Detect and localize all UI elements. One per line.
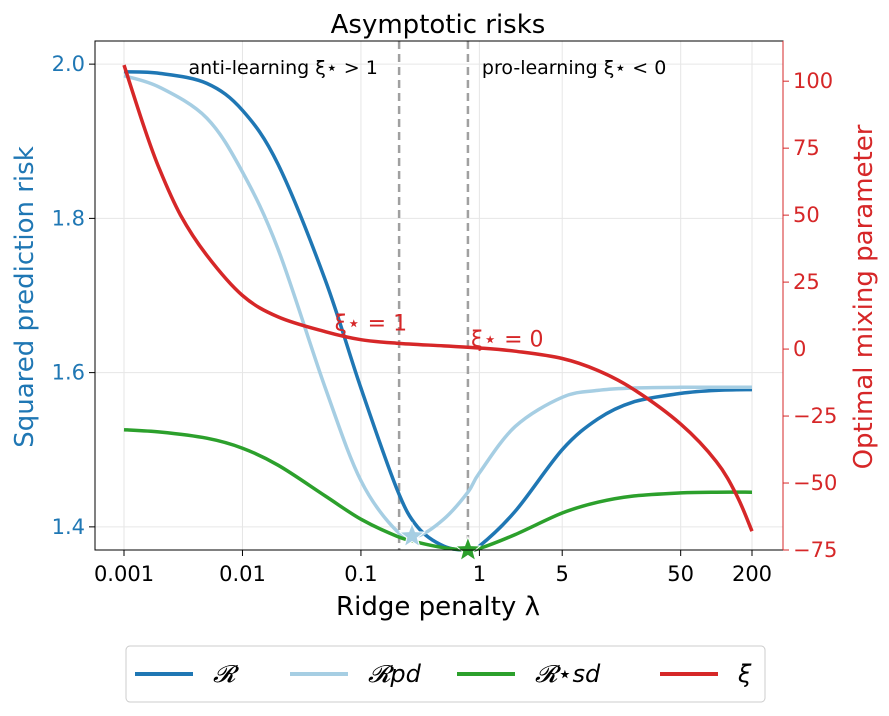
legend-label: 𝓡⋆sd	[535, 660, 601, 688]
left-y-axis-label: Squared prediction risk	[10, 146, 40, 448]
left-y-tick-label: 1.6	[52, 361, 85, 385]
right-y-axis-ticks: 100 75 50 25 0 −25 −50 −75	[783, 69, 837, 562]
series-line	[123, 427, 753, 552]
left-y-tick-label: 1.4	[52, 515, 85, 539]
grid	[95, 41, 783, 550]
series-line	[122, 64, 754, 532]
legend-label: ξ	[737, 660, 752, 688]
optimum-markers	[398, 521, 482, 562]
right-y-tick-label: 100	[793, 69, 833, 93]
region-label: anti-learning ξ⋆ > 1	[188, 57, 377, 79]
chart-title: Asymptotic risks	[331, 10, 546, 40]
right-y-tick-label: −50	[793, 471, 837, 495]
right-y-tick-label: 25	[793, 270, 820, 294]
x-tick-label: 1	[473, 562, 486, 586]
x-tick-label: 50	[667, 562, 694, 586]
optimum-star-marker	[398, 521, 426, 548]
right-y-tick-label: 0	[793, 337, 806, 361]
right-y-tick-label: 75	[793, 136, 820, 160]
left-y-axis-ticks: 2.0 1.8 1.6 1.4	[52, 52, 95, 539]
legend: 𝓡 𝓡pd 𝓡⋆sd ξ	[125, 645, 766, 703]
curve-annotation: ξ⋆ = 0	[471, 327, 543, 352]
right-y-tick-label: 50	[793, 203, 820, 227]
x-tick-label: 0.01	[219, 562, 266, 586]
series-lines	[122, 64, 754, 553]
x-tick-label: 0.1	[344, 562, 377, 586]
x-tick-label: 5	[556, 562, 569, 586]
region-label: pro-learning ξ⋆ < 0	[482, 57, 666, 79]
plot-frame	[94, 40, 784, 551]
annotations: anti-learning ξ⋆ > 1 pro-learning ξ⋆ < 0 ξ…	[188, 57, 666, 352]
right-y-tick-label: −75	[793, 538, 837, 562]
left-y-tick-label: 1.8	[52, 206, 85, 230]
x-tick-label: 200	[732, 562, 772, 586]
legend-frame	[125, 645, 766, 703]
x-tick-label: 0.001	[94, 562, 154, 586]
legend-label: 𝓡pd	[368, 660, 422, 688]
x-axis-ticks: 0.001 0.01 0.1 1 5 50 200	[94, 550, 772, 586]
right-y-axis-label: Optimal mixing parameter	[849, 124, 879, 469]
curve-annotation: ξ⋆ = 1	[335, 311, 407, 336]
optimum-star-marker	[454, 535, 482, 562]
series-line	[123, 74, 752, 540]
vertical-reference-lines	[397, 41, 470, 550]
x-axis-label: Ridge penalty λ	[336, 592, 540, 622]
right-y-tick-label: −25	[793, 404, 837, 428]
left-y-tick-label: 2.0	[52, 52, 85, 76]
series-line	[123, 70, 753, 553]
